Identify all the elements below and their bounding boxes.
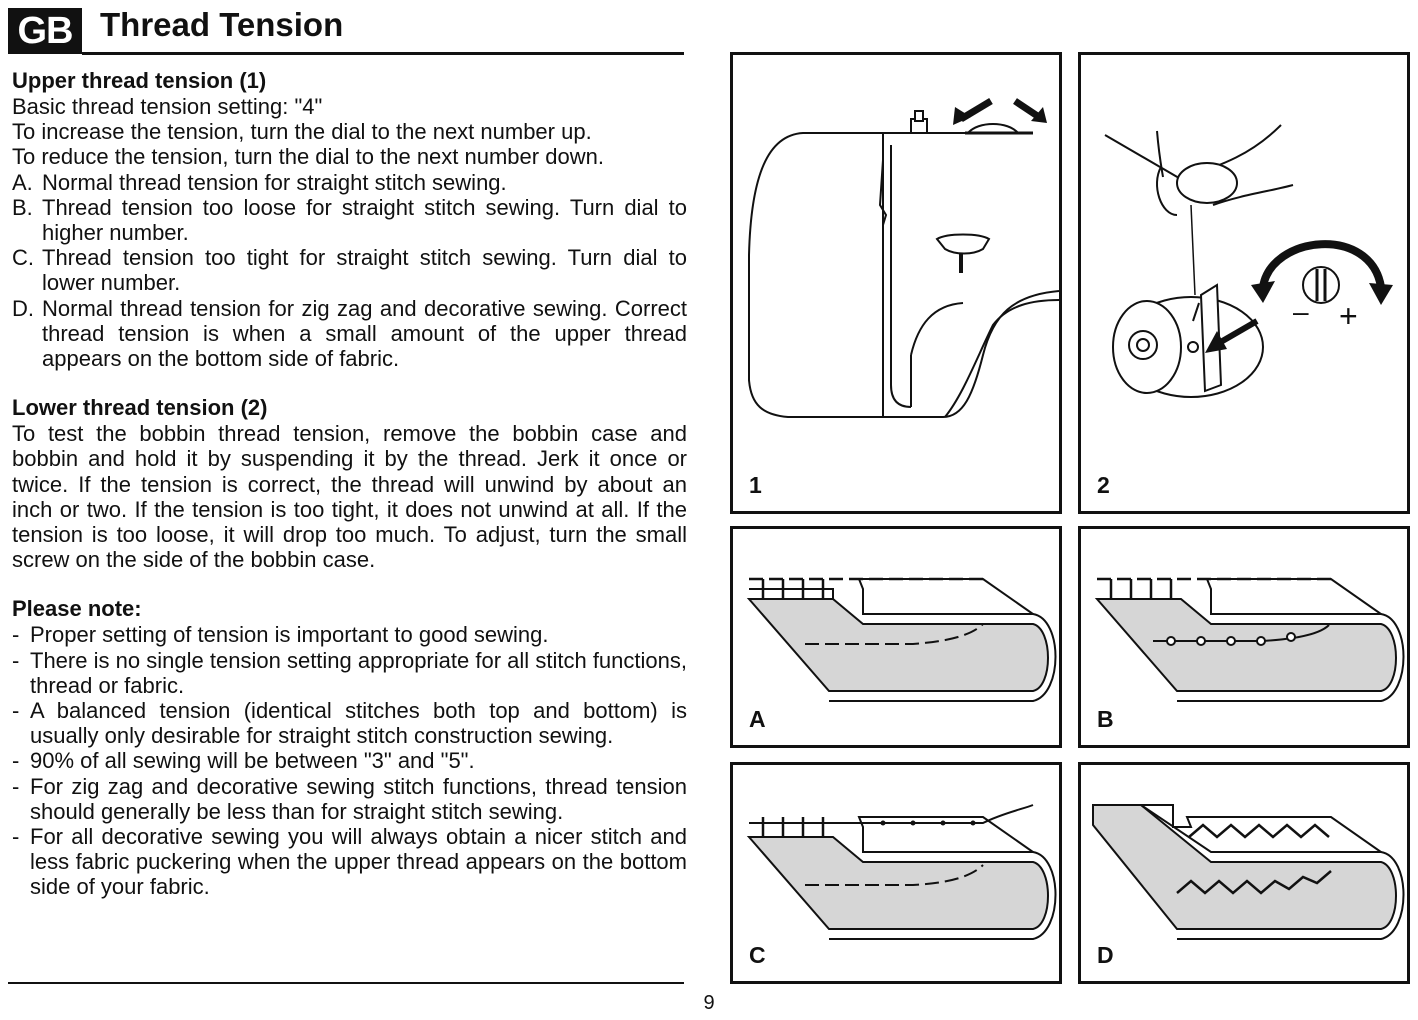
note-item: - A balanced tension (identical stitches… [12, 698, 687, 748]
figure-a-label: A [749, 706, 766, 732]
note-text: Proper setting of tension is important t… [30, 622, 549, 648]
figure-1-label: 1 [749, 472, 762, 498]
figure-a-panel: A [730, 526, 1062, 748]
item-text: Thread tension too loose for straight st… [42, 194, 687, 246]
plus-sign: + [1339, 298, 1358, 334]
language-badge: GB [8, 8, 82, 54]
stitch-diagram-c [746, 804, 1057, 940]
figure-b-label: B [1097, 706, 1114, 732]
item-marker: B. [12, 194, 33, 220]
item-marker: D. [12, 295, 34, 321]
lower-tension-heading: Lower thread tension (2) [12, 395, 268, 421]
note-item: - Proper setting of tension is important… [12, 622, 687, 647]
tension-item-a: A. Normal thread tension for straight st… [12, 170, 687, 195]
note-text: 90% of all sewing will be between "3" an… [30, 748, 475, 774]
sewing-machine-illustration [748, 97, 1059, 418]
minus-sign: – [1293, 296, 1309, 327]
upper-line-3: To reduce the tension, turn the dial to … [12, 144, 604, 170]
figure-1-panel: 1 [730, 52, 1062, 514]
figure-d-panel: D [1078, 762, 1410, 984]
note-text: A balanced tension (identical stitches b… [30, 698, 687, 749]
upper-line-2: To increase the tension, turn the dial t… [12, 119, 592, 145]
page-number: 9 [703, 992, 715, 1014]
tension-item-d: D. Normal thread tension for zig zag and… [12, 296, 687, 372]
note-text: For all decorative sewing you will alway… [30, 824, 687, 900]
note-marker: - [12, 647, 20, 673]
text-column: Upper thread tension (1) Basic thread te… [12, 68, 687, 900]
bobbin-case-illustration: – + [1104, 124, 1393, 398]
item-marker: C. [12, 245, 34, 271]
note-item: - 90% of all sewing will be between "3" … [12, 748, 687, 773]
figure-c-label: C [749, 942, 766, 968]
figure-b-panel: B [1078, 526, 1410, 748]
figure-c-panel: C [730, 762, 1062, 984]
page-title: Thread Tension [100, 6, 344, 43]
item-text: Thread tension too tight for straight st… [42, 245, 687, 296]
figure-2-label: 2 [1097, 472, 1110, 498]
stitch-diagram-d [1092, 804, 1405, 940]
figure-d-label: D [1097, 942, 1114, 968]
tension-item-c: C. Thread tension too tight for straight… [12, 245, 687, 295]
tension-item-b: B. Thread tension too loose for straight… [12, 195, 687, 245]
item-text: Normal thread tension for zig zag and de… [42, 295, 687, 372]
title-rule [82, 52, 684, 55]
stitch-diagram-a [746, 577, 1057, 702]
stitch-diagram-b [1094, 577, 1405, 702]
note-text: There is no single tension setting appro… [30, 647, 687, 698]
figure-2-panel: – + 2 [1078, 52, 1410, 514]
note-text: For zig zag and decorative sewing stitch… [30, 773, 687, 824]
note-item: - For zig zag and decorative sewing stit… [12, 774, 687, 824]
item-text: Normal thread tension for straight stitc… [42, 169, 507, 195]
upper-tension-heading: Upper thread tension (1) [12, 68, 267, 93]
note-marker: - [12, 698, 20, 724]
item-marker: A. [12, 169, 33, 195]
note-item: - For all decorative sewing you will alw… [12, 824, 687, 900]
note-marker: - [12, 748, 20, 774]
bottom-rule [8, 982, 684, 984]
note-item: - There is no single tension setting app… [12, 648, 687, 698]
note-marker: - [12, 824, 20, 850]
note-marker: - [12, 773, 20, 799]
note-heading: Please note: [12, 596, 142, 622]
lower-tension-text: To test the bobbin thread tension, remov… [12, 421, 687, 573]
upper-line-1: Basic thread tension setting: "4" [12, 94, 323, 119]
note-marker: - [12, 622, 20, 648]
